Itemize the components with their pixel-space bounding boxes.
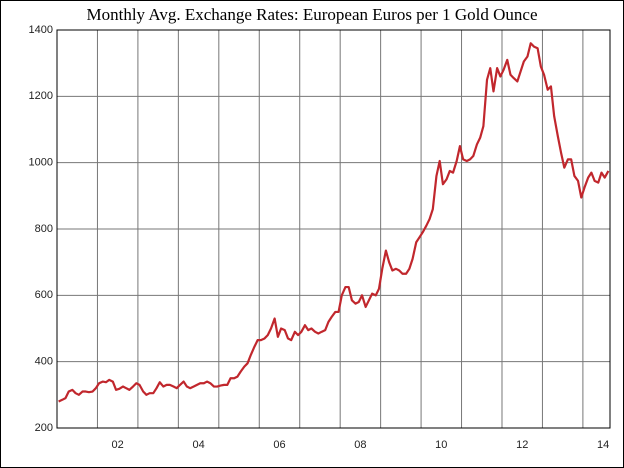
x-tick-label: 02 bbox=[112, 439, 124, 451]
x-tick-label: 10 bbox=[435, 439, 447, 451]
y-tick-label: 1000 bbox=[29, 157, 53, 169]
data-line bbox=[58, 42, 610, 403]
y-tick-label: 1200 bbox=[29, 90, 53, 102]
y-tick-label: 800 bbox=[35, 223, 53, 235]
x-tick-label: 12 bbox=[516, 439, 528, 451]
y-tick-label: 1400 bbox=[29, 24, 53, 36]
x-tick-label: 06 bbox=[273, 439, 285, 451]
x-tick-label: 14 bbox=[597, 439, 609, 451]
plot-border bbox=[56, 29, 611, 429]
x-tick-label: 04 bbox=[192, 439, 204, 451]
y-tick-label: 400 bbox=[35, 356, 53, 368]
x-tick-label: 08 bbox=[354, 439, 366, 451]
y-tick-label: 200 bbox=[35, 422, 53, 434]
chart-title: Monthly Avg. Exchange Rates: European Eu… bbox=[86, 5, 537, 24]
y-tick-label: 600 bbox=[35, 289, 53, 301]
